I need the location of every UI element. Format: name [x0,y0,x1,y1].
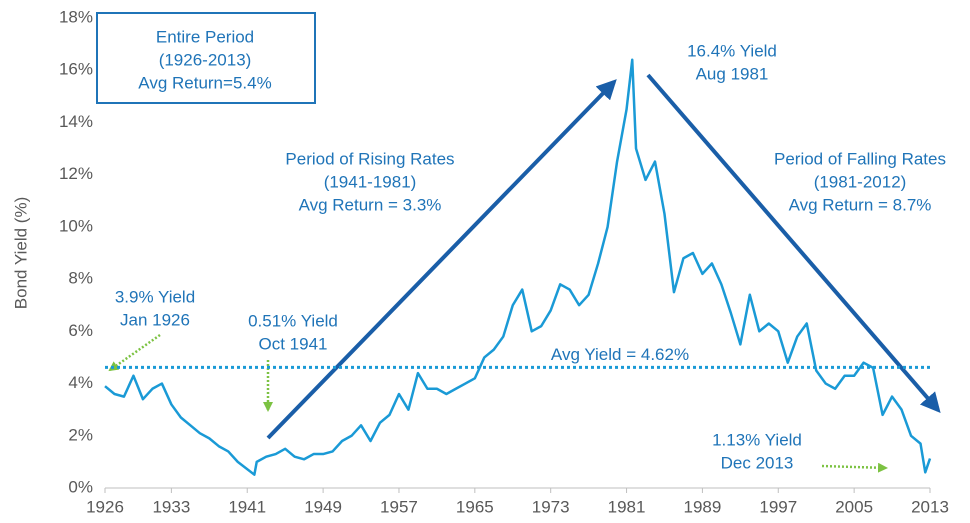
falling-arrow [646,73,941,414]
avg-label: Avg Yield = 4.62% [551,345,689,364]
x-tick-label: 1957 [380,497,418,516]
annotation: 3.9% Yield [115,287,195,306]
x-tick-label: 1981 [608,497,646,516]
annotation: Entire Period [156,27,254,46]
y-axis-label: Bond Yield (%) [11,197,30,309]
annotation: Jan 1926 [120,310,190,329]
annotation: Period of Falling Rates [774,149,946,168]
y-tick-label: 0% [68,477,93,496]
pointer-arrow [821,462,888,473]
y-tick-label: 18% [59,7,93,26]
x-tick-label: 1941 [228,497,266,516]
x-tick-label: 1949 [304,497,342,516]
annotation: Avg Return = 8.7% [789,195,932,214]
x-tick-label: 1973 [532,497,570,516]
x-tick-label: 1933 [152,497,190,516]
annotation: Avg Return=5.4% [138,73,271,92]
annotation: Avg Return = 3.3% [299,195,442,214]
x-tick-label: 1965 [456,497,494,516]
annotation: Period of Rising Rates [285,149,454,168]
x-tick-label: 1926 [86,497,124,516]
annotation: 1.13% Yield [712,430,802,449]
y-tick-label: 14% [59,112,93,131]
annotation: Aug 1981 [696,64,769,83]
annotation: (1926-2013) [159,50,252,69]
y-tick-label: 8% [68,269,93,288]
y-tick-label: 4% [68,373,93,392]
series-line [104,58,932,476]
annotation: Dec 2013 [721,453,794,472]
annotation: (1941-1981) [324,172,417,191]
y-tick-label: 12% [59,164,93,183]
x-tick-label: 1997 [759,497,797,516]
annotation: 16.4% Yield [687,41,777,60]
y-tick-label: 10% [59,216,93,235]
summary-box [96,12,316,104]
x-tick-label: 2005 [835,497,873,516]
annotation: (1981-2012) [814,172,907,191]
x-tick-label: 2013 [911,497,949,516]
y-tick-label: 16% [59,60,93,79]
x-tick-label: 1989 [683,497,721,516]
rising-arrow [266,79,617,440]
y-tick-label: 2% [68,425,93,444]
annotation: 0.51% Yield [248,311,338,330]
annotation: Oct 1941 [259,334,328,353]
pointer-arrow [108,333,161,372]
y-tick-label: 6% [68,321,93,340]
